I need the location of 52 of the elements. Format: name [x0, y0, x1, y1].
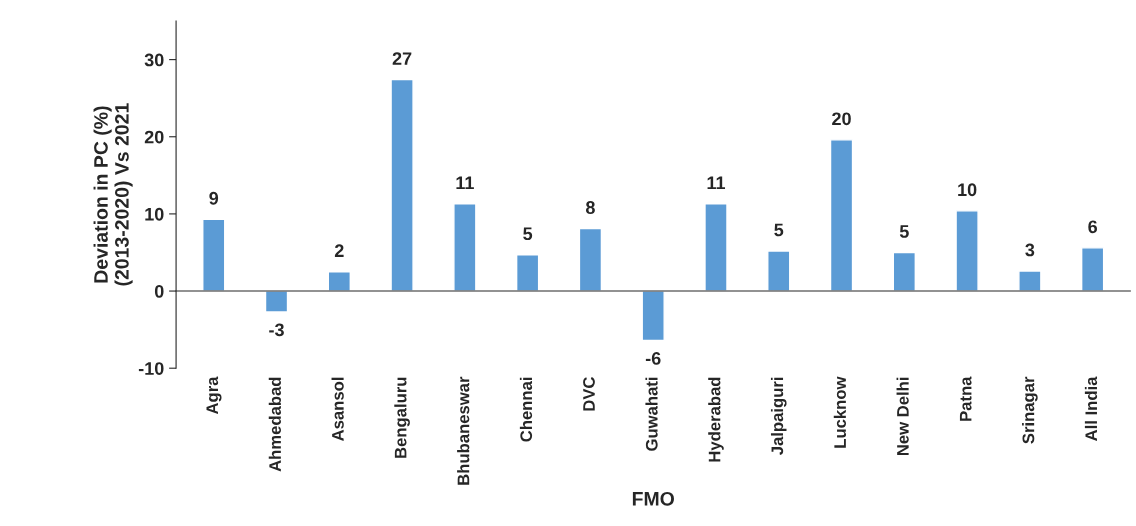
x-tick-label: Patna	[959, 376, 972, 421]
x-tick-label: Bhubaneswar	[457, 376, 470, 485]
data-label: 3	[1025, 243, 1035, 257]
data-label: 5	[899, 225, 909, 238]
data-label: -6	[645, 352, 661, 365]
data-label: -3	[269, 323, 284, 337]
bar	[578, 227, 603, 292]
x-tick-label: Chennai	[519, 377, 533, 442]
data-label: 2	[334, 244, 344, 257]
x-tick-label: Srinagar	[1022, 376, 1038, 444]
x-tick-label: All India	[1084, 376, 1098, 441]
bar	[202, 218, 226, 292]
bar	[390, 78, 414, 292]
x-tick-label: Guwahati	[645, 377, 658, 451]
bar	[767, 250, 791, 292]
data-label: 27	[392, 52, 412, 65]
bar	[515, 254, 540, 292]
bar	[1018, 270, 1042, 292]
x-tick-label: Lucknow	[833, 376, 847, 448]
x-tick-label: Bengaluru	[394, 377, 410, 458]
x-tick-label: Agra	[206, 376, 222, 415]
y-tick-label: -10	[138, 362, 164, 375]
bar	[704, 203, 728, 292]
x-axis-title: FMO	[632, 491, 674, 506]
y-axis-title: Deviation in PC (%) (2013-2020) Vs 2021	[93, 103, 133, 286]
bar	[829, 139, 854, 292]
data-label: 11	[456, 176, 474, 190]
y-tick-label: 10	[145, 207, 164, 221]
data-label: 5	[523, 227, 533, 241]
data-label: 6	[1088, 220, 1098, 234]
x-tick-label: Asansol	[331, 377, 344, 441]
bar	[1080, 247, 1105, 292]
data-label: 8	[585, 201, 595, 214]
data-label: 10	[958, 183, 977, 197]
y-tick-label: 30	[144, 53, 164, 67]
bar	[955, 210, 979, 292]
x-tick-label: Ahmedabad	[268, 377, 281, 472]
data-label: 9	[209, 191, 219, 205]
x-tick-label: Jalpaiguri	[770, 377, 787, 455]
x-tick-label: Hyderabad	[708, 377, 724, 462]
data-label: 5	[774, 223, 784, 237]
data-label: 11	[707, 176, 726, 190]
y-tick-label: 20	[144, 130, 164, 144]
bar	[264, 290, 289, 313]
bar	[453, 203, 477, 292]
bar	[641, 290, 665, 342]
bar	[327, 271, 351, 292]
x-tick-label: New Delhi	[896, 377, 909, 456]
data-label: 20	[832, 112, 851, 126]
y-tick-label: 0	[154, 284, 164, 298]
x-tick-label: DVC	[583, 376, 595, 411]
bar	[892, 251, 916, 292]
